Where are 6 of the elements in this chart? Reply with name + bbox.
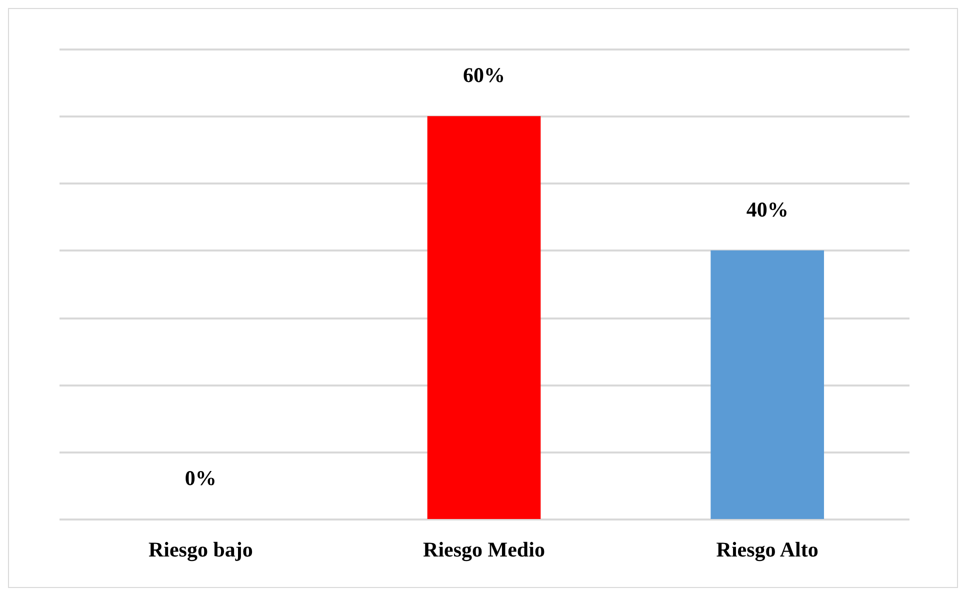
x-tick-label: Riesgo Medio <box>423 538 545 562</box>
data-label: 60% <box>463 63 505 88</box>
x-tick-label: Riesgo Alto <box>716 538 818 562</box>
data-label: 0% <box>184 466 216 490</box>
x-tick-label: Riesgo bajo <box>148 538 253 562</box>
data-label: 40% <box>746 197 788 222</box>
